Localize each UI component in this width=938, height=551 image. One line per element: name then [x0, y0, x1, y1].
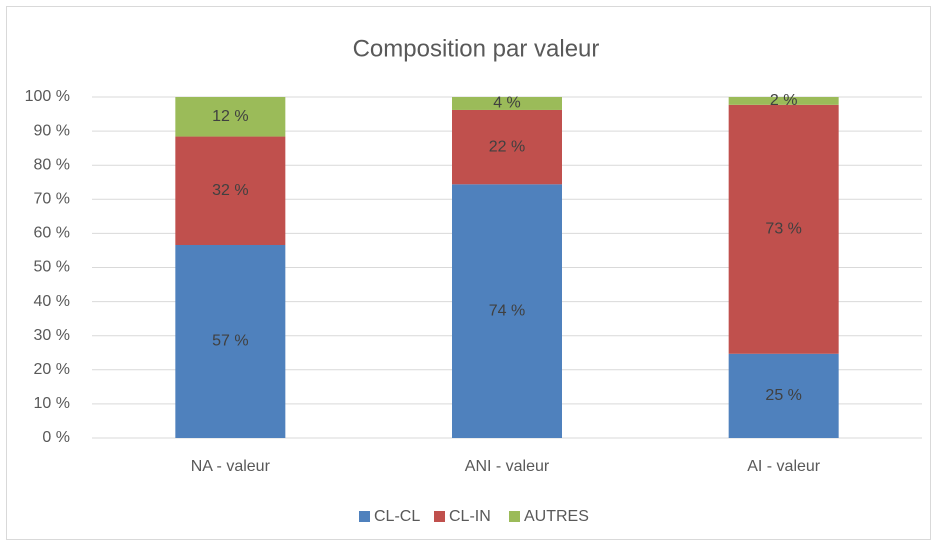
- data-label: 73 %: [765, 221, 801, 238]
- x-tick-label: ANI - valeur: [465, 458, 550, 475]
- x-tick-label: AI - valeur: [747, 458, 821, 475]
- y-tick-label: 80 %: [34, 156, 70, 173]
- y-tick-label: 100 %: [25, 88, 70, 105]
- bar-segment: [175, 244, 286, 438]
- bar-segment: [452, 97, 562, 110]
- legend-swatch: [359, 511, 370, 522]
- y-tick-label: 0 %: [42, 429, 70, 446]
- chart-title: Composition par valeur: [353, 35, 600, 62]
- legend-swatch: [434, 511, 445, 522]
- data-label: 25 %: [765, 387, 801, 404]
- data-label: 74 %: [489, 302, 525, 319]
- bar-segment: [728, 97, 839, 105]
- legend-label: AUTRES: [524, 508, 589, 525]
- data-label: 57 %: [212, 333, 248, 350]
- legend-label: CL-CL: [374, 508, 420, 525]
- data-label: 22 %: [489, 138, 525, 155]
- data-label: 32 %: [212, 182, 248, 199]
- y-tick-label: 40 %: [34, 293, 70, 310]
- bar-segment: [728, 104, 839, 354]
- x-tick-label: NA - valeur: [191, 458, 271, 475]
- y-tick-label: 90 %: [34, 122, 70, 139]
- data-label: 2 %: [770, 92, 798, 109]
- y-tick-label: 20 %: [34, 361, 70, 378]
- data-label: 12 %: [212, 108, 248, 125]
- bar-segment: [175, 97, 286, 137]
- legend-label: CL-IN: [449, 508, 491, 525]
- y-tick-label: 30 %: [34, 327, 70, 344]
- y-tick-label: 60 %: [34, 225, 70, 242]
- legend-swatch: [509, 511, 520, 522]
- bar-segment: [728, 353, 839, 438]
- y-tick-label: 10 %: [34, 395, 70, 412]
- bar-segment: [175, 136, 286, 245]
- bar-segment: [452, 109, 562, 185]
- data-label: 4 %: [493, 95, 521, 112]
- y-tick-label: 50 %: [34, 259, 70, 276]
- bar-segment: [452, 184, 562, 438]
- y-tick-label: 70 %: [34, 191, 70, 208]
